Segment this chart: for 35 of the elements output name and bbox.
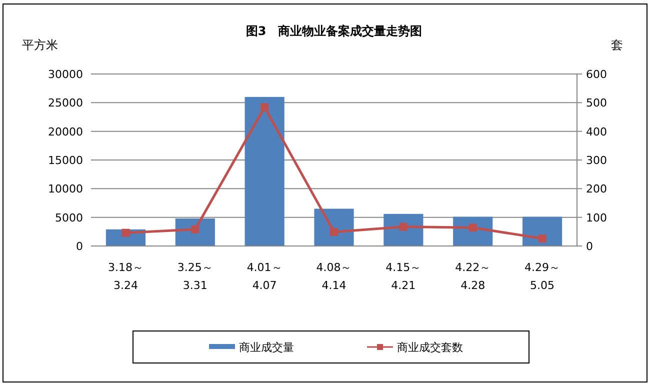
x-tick-label: 3.25～ 3.31 [177,261,213,292]
y2-tick-label: 0 [586,240,593,253]
point [468,224,477,232]
y2-tick-label: 300 [586,154,607,167]
y-tick-label: 20000 [48,125,83,138]
y2-axis-title: 套 [611,38,623,52]
point [260,103,269,112]
y-tick-label: 25000 [48,96,83,110]
x-tick-label: 4.15～ 4.21 [386,261,422,292]
y-tick-label: 0 [76,240,83,253]
x-tick-label: 4.01～ 4.07 [246,261,282,292]
y2-tick-label: 600 [586,68,607,81]
y-tick-label: 30000 [48,68,83,81]
y-tick-label: 5000 [55,211,83,224]
x-tick-label: 3.18～ 3.24 [108,261,144,292]
x-tick-label: 4.22～ 4.28 [455,261,491,292]
y-tick-label: 10000 [48,182,83,196]
bar [522,216,562,246]
y-tick-label: 15000 [48,154,83,167]
point [191,225,200,234]
x-tick-label: 4.29～ 5.05 [524,261,560,292]
legend-label: 商业成交量 [239,341,294,354]
y2-tick-label: 400 [586,125,607,138]
x-tick-label: 4.08～ 4.14 [316,261,352,292]
y2-tick-label: 100 [586,211,607,224]
legend-label: 商业成交套数 [397,341,463,354]
point [538,234,546,243]
y-axis-title: 平方米 [22,38,58,52]
y2-tick-label: 500 [586,96,607,110]
point [122,228,130,237]
point [330,228,338,236]
chart-title: 图3 商业物业备案成交量走势图 [246,24,422,38]
point [399,222,408,231]
bar [244,96,284,246]
y2-tick-label: 200 [586,182,607,196]
